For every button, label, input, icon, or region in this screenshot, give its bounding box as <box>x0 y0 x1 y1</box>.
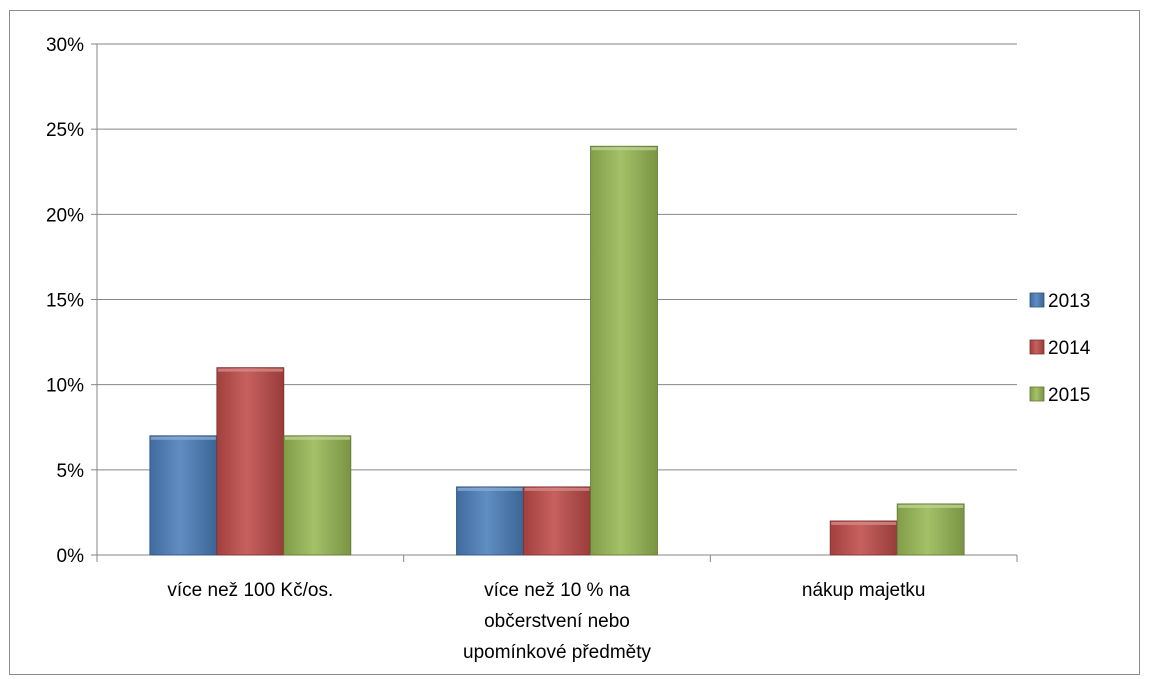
axis-labels: 0% 5% 10% 15% 20% 25% 30% více než 100 Kč/os. ví… <box>46 35 925 663</box>
x-category-label: více než 10 % na <box>484 580 630 601</box>
bars <box>149 145 965 556</box>
legend-label-2013: 2013 <box>1048 291 1090 312</box>
bar-highlight <box>898 504 964 508</box>
x-category-label: více než 100 Kč/os. <box>167 580 333 601</box>
bar-2014 <box>829 520 898 556</box>
legend-label-2015: 2015 <box>1048 385 1090 406</box>
bar-2014 <box>216 367 285 556</box>
x-category-label: upomínkové předměty <box>463 642 651 663</box>
x-category-label: občerstvení nebo <box>484 611 630 632</box>
bar-2013 <box>456 486 524 556</box>
bar-2015 <box>283 435 352 556</box>
chart-frame <box>9 10 1140 675</box>
y-tick-label: 0% <box>57 546 85 567</box>
legend-swatch-2013 <box>1029 292 1045 308</box>
y-tick-label: 20% <box>46 205 84 226</box>
bar-2013 <box>149 435 218 556</box>
y-tick-label: 5% <box>57 461 85 482</box>
bar-highlight <box>831 521 897 525</box>
bar-highlight <box>524 487 590 491</box>
y-tick-label: 10% <box>46 376 84 397</box>
bar-2014 <box>523 486 591 556</box>
legend-swatch-2015 <box>1029 386 1045 402</box>
x-category-label: nákup majetku <box>802 580 926 601</box>
bar-2015 <box>590 145 658 556</box>
bar-highlight <box>284 436 350 440</box>
y-tick-label: 25% <box>46 120 84 141</box>
bar-highlight <box>150 436 216 440</box>
legend-label-2014: 2014 <box>1048 338 1091 359</box>
bar-highlight <box>591 147 657 151</box>
legend-swatch-2014 <box>1029 339 1045 355</box>
y-tick-label: 30% <box>46 35 84 56</box>
bar-2015 <box>896 503 965 556</box>
bar-highlight <box>457 487 523 491</box>
legend: 2013 2014 2015 <box>1029 291 1091 406</box>
bar-highlight <box>217 368 283 372</box>
y-tick-label: 15% <box>46 291 84 312</box>
